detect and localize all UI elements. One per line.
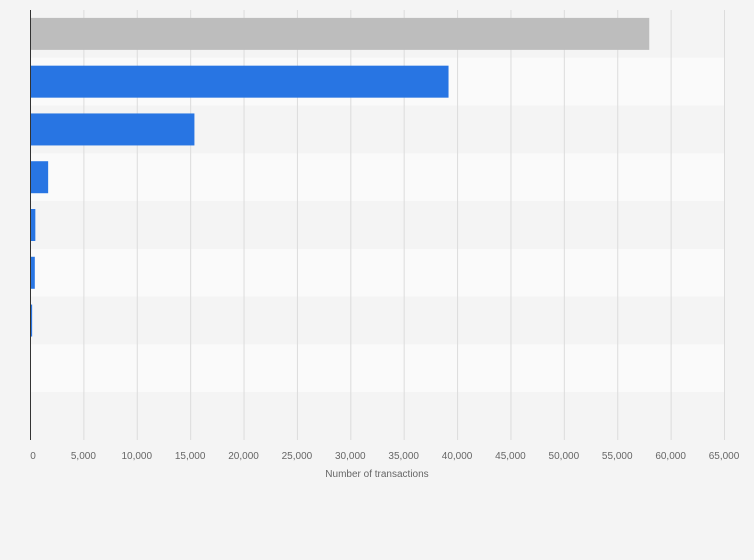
x-tick-label: 55,000 xyxy=(602,451,633,462)
row-band xyxy=(30,392,724,440)
bar[interactable] xyxy=(30,304,33,337)
row-band xyxy=(30,201,724,249)
x-axis-ticks: 0 5,000 10,000 15,000 20,000 25,000 30,000 35,0… xyxy=(30,451,740,462)
bars xyxy=(30,17,650,337)
row-bands xyxy=(30,10,724,440)
bar[interactable] xyxy=(30,209,36,241)
x-tick-label: 60,000 xyxy=(655,451,686,462)
x-tick-label: 25,000 xyxy=(282,451,313,462)
x-tick-label: 65,000 xyxy=(709,451,740,462)
bar[interactable] xyxy=(30,113,195,146)
bar[interactable] xyxy=(30,161,49,194)
x-tick-label: 50,000 xyxy=(549,451,580,462)
x-tick-label: 20,000 xyxy=(228,451,259,462)
x-tick-label: 35,000 xyxy=(388,451,419,462)
bar[interactable] xyxy=(30,17,650,50)
row-band xyxy=(30,344,724,393)
bar[interactable] xyxy=(30,256,35,289)
x-tick-label: 0 xyxy=(30,451,36,462)
x-tick-label: 10,000 xyxy=(121,451,152,462)
x-tick-label: 15,000 xyxy=(175,451,206,462)
row-band xyxy=(30,248,724,297)
x-tick-label: 30,000 xyxy=(335,451,366,462)
x-axis-title: Number of transactions xyxy=(325,469,428,480)
row-band xyxy=(30,296,724,345)
x-tick-label: 40,000 xyxy=(442,451,473,462)
x-tick-label: 5,000 xyxy=(71,451,96,462)
row-band xyxy=(30,153,724,202)
bar[interactable] xyxy=(30,65,449,98)
x-tick-label: 45,000 xyxy=(495,451,526,462)
